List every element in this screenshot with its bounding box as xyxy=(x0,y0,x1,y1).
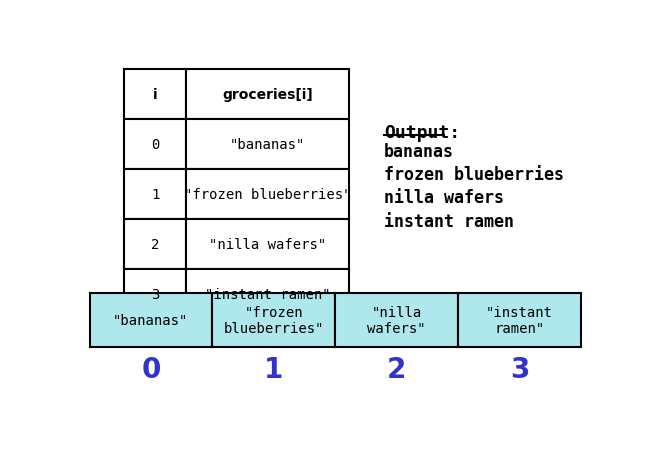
Text: "bananas": "bananas" xyxy=(113,313,188,328)
Text: "nilla
wafers": "nilla wafers" xyxy=(368,305,426,335)
Text: "frozen
blueberries": "frozen blueberries" xyxy=(224,305,324,335)
Text: 3: 3 xyxy=(151,288,160,302)
Bar xyxy=(213,293,336,347)
Bar xyxy=(186,70,349,120)
Text: bananas: bananas xyxy=(384,143,454,161)
Text: "instant
ramen": "instant ramen" xyxy=(486,305,553,335)
Text: "frozen blueberries": "frozen blueberries" xyxy=(184,188,351,202)
Bar xyxy=(124,170,186,220)
Text: nilla wafers: nilla wafers xyxy=(384,189,504,207)
Text: frozen blueberries: frozen blueberries xyxy=(384,166,564,184)
Text: "bananas": "bananas" xyxy=(230,138,305,152)
Bar xyxy=(186,120,349,170)
Text: 2: 2 xyxy=(151,238,160,252)
Bar xyxy=(186,220,349,270)
Bar xyxy=(90,293,213,347)
Bar xyxy=(124,120,186,170)
Text: Output:: Output: xyxy=(384,124,460,142)
Text: instant ramen: instant ramen xyxy=(384,212,514,230)
Text: 1: 1 xyxy=(264,355,283,383)
Text: groceries[i]: groceries[i] xyxy=(222,88,313,102)
Text: 0: 0 xyxy=(141,355,161,383)
Bar xyxy=(186,270,349,320)
Bar xyxy=(124,70,186,120)
Bar xyxy=(336,293,458,347)
Text: "nilla wafers": "nilla wafers" xyxy=(209,238,326,252)
Bar xyxy=(124,270,186,320)
Bar xyxy=(124,220,186,270)
Text: 0: 0 xyxy=(151,138,160,152)
Text: 2: 2 xyxy=(387,355,406,383)
Bar xyxy=(458,293,581,347)
Bar xyxy=(186,170,349,220)
Text: "instant ramen": "instant ramen" xyxy=(205,288,330,302)
Text: 3: 3 xyxy=(509,355,529,383)
Text: i: i xyxy=(153,88,158,102)
Text: 1: 1 xyxy=(151,188,160,202)
